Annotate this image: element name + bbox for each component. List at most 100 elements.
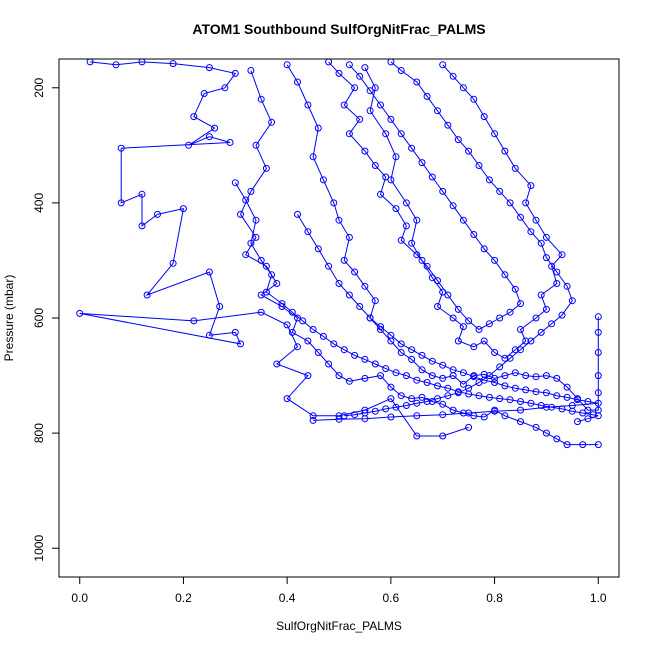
data-point (252, 141, 260, 149)
data-point (237, 210, 244, 218)
data-point (532, 216, 540, 224)
data-point (480, 413, 488, 421)
data-point (491, 374, 499, 382)
y-axis-label: Pressure (mbar) (2, 275, 16, 362)
data-point (527, 337, 535, 345)
x-tick-label: 0.2 (175, 591, 192, 605)
data-point (413, 78, 421, 86)
data-point (553, 392, 561, 400)
data-point (517, 213, 524, 221)
data-point (314, 245, 322, 253)
data-point (465, 423, 473, 431)
data-point (496, 187, 504, 195)
data-point (558, 311, 566, 319)
data-point (345, 61, 353, 69)
data-layer (76, 58, 602, 449)
data-point (154, 210, 161, 218)
data-point (558, 251, 566, 259)
data-point (397, 340, 405, 348)
data-point (340, 101, 348, 109)
data-point (309, 153, 317, 161)
data-point (584, 398, 592, 405)
data-point (454, 305, 462, 313)
data-point (205, 268, 213, 276)
data-point (470, 231, 478, 238)
data-point (169, 259, 177, 267)
data-point (294, 210, 301, 218)
data-point (366, 314, 374, 322)
data-point (568, 402, 576, 409)
data-point (563, 441, 571, 449)
data-point (247, 239, 255, 247)
data-point (257, 95, 265, 103)
series-line (79, 61, 469, 437)
data-point (485, 372, 493, 380)
data-point (335, 216, 343, 224)
data-point (594, 441, 602, 449)
data-point (434, 382, 441, 390)
data-point (423, 262, 431, 270)
data-point (335, 280, 343, 287)
data-point (568, 297, 576, 305)
data-point (397, 392, 405, 400)
series-line (234, 182, 599, 423)
data-point (371, 407, 379, 415)
data-point (361, 415, 369, 423)
data-point (340, 256, 348, 264)
data-point (402, 402, 410, 409)
data-point (371, 84, 379, 92)
x-tick-label: 0.0 (71, 591, 88, 605)
data-point (522, 337, 530, 345)
data-point (485, 320, 493, 328)
data-point (413, 432, 421, 440)
data-point (325, 360, 333, 368)
data-point (361, 147, 369, 155)
data-point (294, 343, 301, 351)
data-point (283, 321, 291, 329)
data-point (143, 291, 151, 299)
data-point (594, 412, 602, 420)
data-point (470, 373, 478, 381)
data-point (335, 69, 343, 77)
data-point (304, 101, 312, 109)
data-point (402, 372, 410, 380)
data-point (423, 398, 431, 405)
data-point (299, 317, 307, 325)
data-point (408, 355, 416, 363)
data-point (190, 317, 198, 325)
data-point (382, 405, 390, 413)
data-point (294, 78, 301, 86)
data-point (382, 130, 390, 138)
x-tick-label: 0.6 (383, 591, 400, 605)
y-tick-label: 800 (32, 423, 46, 443)
x-tick-label: 0.4 (279, 591, 296, 605)
data-point (231, 69, 239, 77)
data-point (185, 141, 193, 149)
data-point (366, 107, 374, 115)
data-point (434, 107, 441, 115)
data-point (480, 337, 488, 345)
data-point (522, 199, 530, 207)
data-point (475, 392, 483, 400)
data-point (459, 369, 467, 377)
data-point (262, 288, 270, 296)
data-point (371, 162, 379, 169)
data-point (200, 90, 208, 97)
data-point (304, 228, 312, 236)
data-point (449, 72, 457, 80)
y-tick-label: 600 (32, 308, 46, 328)
data-point (76, 309, 84, 317)
data-point (501, 271, 509, 279)
data-point (439, 432, 447, 440)
data-point (309, 326, 317, 333)
data-point (361, 355, 369, 363)
data-point (382, 173, 390, 181)
data-point (257, 291, 265, 299)
data-point (397, 67, 405, 74)
data-point (594, 349, 602, 356)
y-tick-label: 200 (32, 77, 46, 97)
data-point (397, 349, 405, 356)
data-point (465, 390, 473, 398)
data-point (532, 373, 540, 381)
